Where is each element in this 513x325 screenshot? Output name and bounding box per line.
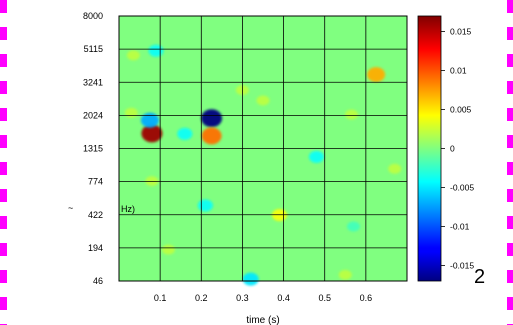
colorbar-tick-label: 0.005 — [450, 105, 472, 115]
heatmap-blob — [148, 44, 164, 57]
x-tick-label: 0.4 — [277, 293, 290, 303]
y-tick-label: 2024 — [83, 110, 103, 120]
page-number: 2 — [474, 266, 485, 288]
y-tick-label: 46 — [93, 276, 103, 286]
y-tick-label: 774 — [88, 177, 103, 187]
colorbar — [417, 15, 442, 282]
y-tick-label: 194 — [88, 243, 103, 253]
y-axis-label: Hz) — [121, 204, 135, 214]
colorbar-tick-label: -0.005 — [450, 182, 474, 192]
y-tick-label: 422 — [88, 210, 103, 220]
y-tick-label: 5115 — [84, 44, 103, 54]
plot-frame — [118, 15, 408, 282]
y-axis-ticks: 8000 5115 3241 2024 1315 774 422 194 46 — [83, 11, 103, 286]
colorbar-ticks: 0.015 0.01 0.005 0 -0.005 -0.01 -0.015 — [441, 27, 474, 270]
heatmap-blob — [347, 221, 360, 232]
x-axis-label: time (s) — [246, 315, 279, 325]
heatmap-blob — [124, 107, 138, 118]
heatmap-blob — [201, 127, 222, 145]
right-dashed-border — [507, 0, 513, 325]
colorbar-tick-label: -0.01 — [450, 221, 470, 231]
colorbar-tick-label: 0.01 — [450, 66, 467, 76]
heatmap-blob — [145, 176, 159, 187]
heatmap-blob — [242, 272, 259, 286]
x-axis-ticks: 0.1 0.2 0.3 0.4 0.5 0.6 — [154, 293, 372, 303]
x-tick-label: 0.6 — [360, 293, 373, 303]
heatmap-blob — [367, 67, 386, 83]
heatmap-blob — [256, 95, 270, 106]
x-tick-label: 0.1 — [154, 293, 167, 303]
y-tick-label: 1315 — [83, 144, 103, 154]
colorbar-tick-label: -0.015 — [450, 260, 474, 270]
y-tick-label: 8000 — [83, 11, 103, 21]
heatmap-blob — [197, 199, 213, 212]
y-axis-label-fragment: ~ — [68, 203, 73, 213]
heatmap-blob — [161, 244, 175, 255]
x-tick-label: 0.2 — [195, 293, 208, 303]
heatmap-blob — [177, 127, 193, 140]
heatmap-blob — [141, 124, 163, 143]
heatmap-blob — [126, 50, 140, 61]
heatmap-blob — [201, 109, 223, 128]
colorbar-tick-label: 0.015 — [450, 27, 472, 37]
heatmap-blob — [140, 112, 159, 128]
y-tick-label: 3241 — [83, 77, 103, 87]
x-tick-label: 0.3 — [236, 293, 249, 303]
heatmap-blob — [338, 269, 352, 280]
heatmap-blob — [309, 150, 324, 163]
x-tick-label: 0.5 — [318, 293, 331, 303]
left-dashed-border — [0, 0, 7, 325]
grid-lines — [119, 16, 407, 281]
heatmap-blob — [388, 163, 402, 174]
colorbar-tick-label: 0 — [450, 144, 455, 154]
heatmap-blob — [345, 109, 358, 120]
